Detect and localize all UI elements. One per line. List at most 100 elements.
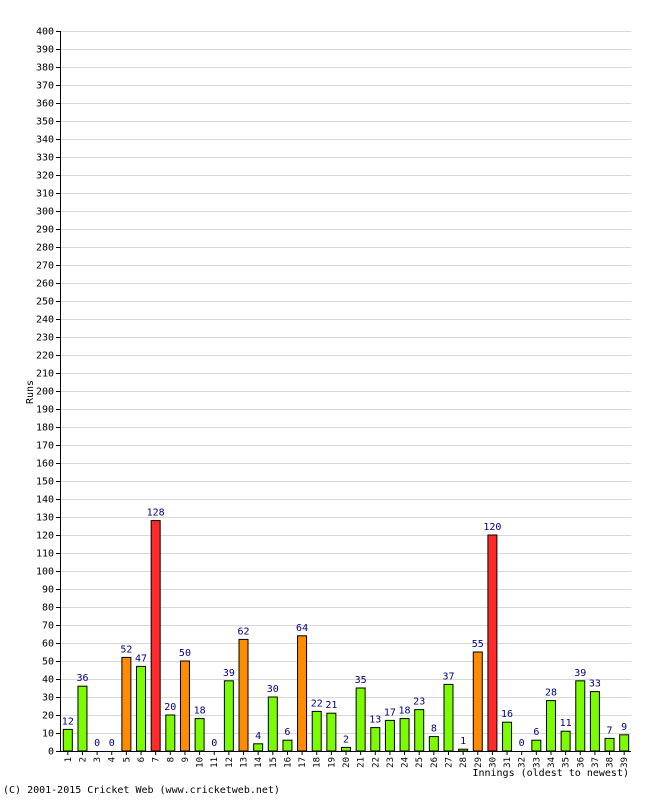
x-tick-label: 19 bbox=[327, 757, 337, 768]
x-tick-label: 5 bbox=[122, 757, 132, 762]
bar bbox=[77, 685, 88, 752]
x-tick-label: 33 bbox=[532, 757, 542, 768]
bar bbox=[355, 687, 366, 752]
bar bbox=[619, 734, 630, 752]
data-label: 36 bbox=[76, 673, 88, 684]
bar bbox=[282, 739, 293, 752]
bar bbox=[121, 656, 132, 752]
bar bbox=[223, 680, 234, 752]
grid-lines bbox=[60, 31, 631, 734]
x-tick-label: 15 bbox=[269, 757, 279, 768]
x-tick-label: 14 bbox=[254, 757, 264, 768]
y-tick-label: 0 bbox=[48, 747, 54, 758]
y-tick-label: 310 bbox=[36, 189, 54, 200]
y-tick-label: 70 bbox=[42, 621, 54, 632]
bar bbox=[487, 534, 498, 752]
data-label: 128 bbox=[147, 508, 165, 519]
data-label: 0 bbox=[211, 738, 217, 749]
y-tick-label: 300 bbox=[36, 207, 54, 218]
x-tick-label: 35 bbox=[562, 757, 572, 768]
x-tick-label: 23 bbox=[386, 757, 396, 768]
x-tick-label: 26 bbox=[430, 757, 440, 768]
y-tick-label: 80 bbox=[42, 603, 54, 614]
x-tick-label: 32 bbox=[518, 757, 528, 768]
data-label: 6 bbox=[533, 727, 539, 738]
y-tick-label: 210 bbox=[36, 369, 54, 380]
bar bbox=[589, 691, 600, 752]
x-tick-label: 11 bbox=[210, 757, 220, 768]
data-label: 9 bbox=[621, 722, 627, 733]
y-tick-label: 190 bbox=[36, 405, 54, 416]
bar bbox=[253, 743, 264, 752]
bar bbox=[414, 709, 425, 752]
y-tick-label: 200 bbox=[36, 387, 54, 398]
bars bbox=[62, 520, 630, 752]
data-label: 18 bbox=[399, 706, 411, 717]
data-label: 50 bbox=[179, 648, 191, 659]
data-label: 30 bbox=[267, 684, 279, 695]
bar bbox=[341, 746, 351, 752]
y-tick-label: 290 bbox=[36, 225, 54, 236]
data-label: 17 bbox=[384, 707, 396, 718]
x-tick-label: 13 bbox=[240, 757, 250, 768]
y-tick-label: 110 bbox=[36, 549, 54, 560]
y-tick-label: 120 bbox=[36, 531, 54, 542]
bar bbox=[150, 520, 161, 752]
data-label: 8 bbox=[431, 724, 437, 735]
data-label: 28 bbox=[545, 688, 557, 699]
data-label: 20 bbox=[164, 702, 176, 713]
x-tick-label: 24 bbox=[401, 757, 411, 768]
data-label: 35 bbox=[355, 675, 367, 686]
bar bbox=[62, 728, 73, 752]
bar bbox=[326, 712, 337, 752]
x-tick-label: 18 bbox=[313, 757, 323, 768]
bar bbox=[560, 730, 571, 752]
bar bbox=[297, 635, 308, 752]
x-tick-label: 28 bbox=[459, 757, 469, 768]
x-tick-label: 6 bbox=[137, 757, 147, 762]
y-tick-label: 270 bbox=[36, 261, 54, 272]
bar bbox=[575, 680, 586, 752]
y-tick-label: 340 bbox=[36, 135, 54, 146]
y-tick-label: 240 bbox=[36, 315, 54, 326]
y-axis-ticks: 0 10 20 30 40 50 60 70 80 90 100 110 120 130 140 150 160… bbox=[36, 27, 60, 758]
bar bbox=[179, 660, 190, 752]
y-tick-label: 230 bbox=[36, 333, 54, 344]
x-tick-label: 8 bbox=[166, 757, 176, 762]
x-tick-label: 12 bbox=[225, 757, 235, 768]
y-tick-label: 360 bbox=[36, 99, 54, 110]
x-axis-title: Innings (oldest to newest) bbox=[472, 768, 629, 779]
data-label: 4 bbox=[255, 731, 261, 742]
bar bbox=[194, 718, 205, 752]
y-tick-label: 400 bbox=[36, 27, 54, 38]
x-tick-label: 7 bbox=[152, 757, 162, 762]
data-label: 18 bbox=[194, 706, 206, 717]
data-label: 33 bbox=[589, 679, 601, 690]
data-label: 52 bbox=[120, 644, 132, 655]
x-tick-label: 21 bbox=[357, 757, 367, 768]
bar bbox=[443, 683, 454, 752]
bar bbox=[136, 665, 147, 752]
bar bbox=[370, 727, 381, 752]
data-label: 37 bbox=[442, 671, 454, 682]
bar bbox=[399, 718, 410, 752]
x-tick-label: 34 bbox=[547, 757, 557, 768]
y-tick-label: 250 bbox=[36, 297, 54, 308]
x-tick-label: 4 bbox=[108, 757, 118, 762]
x-tick-label: 29 bbox=[474, 757, 484, 768]
y-tick-label: 90 bbox=[42, 585, 54, 596]
x-tick-label: 38 bbox=[606, 757, 616, 768]
y-tick-label: 370 bbox=[36, 81, 54, 92]
x-tick-label: 37 bbox=[591, 757, 601, 768]
y-tick-label: 170 bbox=[36, 441, 54, 452]
bar bbox=[502, 721, 513, 752]
copyright-notice: (C) 2001-2015 Cricket Web (www.cricketwe… bbox=[3, 785, 280, 796]
y-tick-label: 220 bbox=[36, 351, 54, 362]
data-label: 2 bbox=[343, 734, 349, 745]
y-tick-label: 20 bbox=[42, 711, 54, 722]
data-label: 16 bbox=[501, 709, 513, 720]
data-label: 39 bbox=[574, 668, 586, 679]
data-label: 23 bbox=[413, 697, 425, 708]
data-label: 55 bbox=[472, 639, 484, 650]
